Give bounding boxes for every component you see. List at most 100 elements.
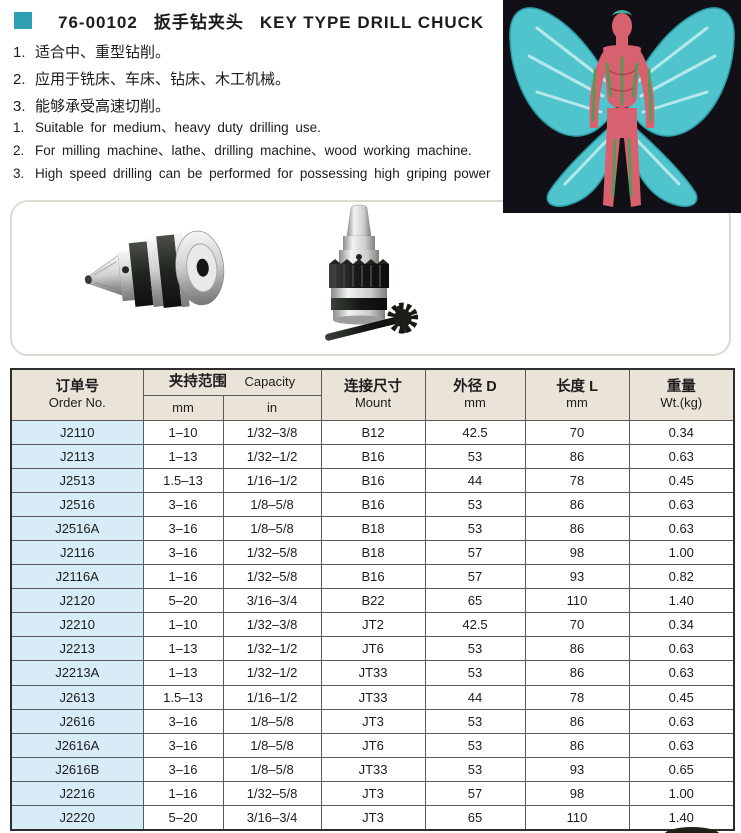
spec-cell: 53 bbox=[424, 660, 526, 686]
page-title: 76-00102 扳手钻夹头 KEY TYPE DRILL CHUCK bbox=[14, 8, 500, 33]
order-no-cell: J2120 bbox=[10, 588, 144, 614]
spec-cell: 86 bbox=[524, 708, 630, 734]
col-weight-zh: 重量 bbox=[666, 379, 696, 396]
table-row: J2516A 3–16 1/8–5/8 B18 53 86 0.63 bbox=[10, 515, 735, 541]
spec-cell: 1/32–1/2 bbox=[222, 443, 322, 469]
spec-cell: 86 bbox=[524, 636, 630, 662]
table-row: J2113 1–13 1/32–1/2 B16 53 86 0.63 bbox=[10, 443, 735, 469]
order-no-cell: J2613 bbox=[10, 684, 144, 710]
spec-cell: 44 bbox=[424, 684, 526, 710]
spec-cell: 3–16 bbox=[142, 491, 224, 517]
spec-cell: 93 bbox=[524, 756, 630, 782]
spec-cell: 0.63 bbox=[628, 708, 735, 734]
feature-text: 适合中、重型钻削。 bbox=[35, 44, 171, 61]
spec-cell: 1/32–5/8 bbox=[222, 539, 322, 566]
order-no-cell: J2516 bbox=[10, 491, 144, 517]
col-capacity-mm: mm bbox=[142, 394, 224, 421]
col-outer-diameter: 外径 D mm bbox=[424, 368, 526, 421]
spec-cell: 5–20 bbox=[142, 588, 224, 614]
spec-cell: 98 bbox=[524, 780, 630, 807]
spec-cell: 1/8–5/8 bbox=[222, 515, 322, 541]
order-no-cell: J2110 bbox=[10, 419, 144, 445]
spec-cell: 1/32–5/8 bbox=[222, 564, 322, 590]
table-row: J2210 1–10 1/32–3/8 JT2 42.5 70 0.34 bbox=[10, 612, 735, 638]
spec-cell: 44 bbox=[424, 467, 526, 493]
spec-cell: 0.82 bbox=[628, 564, 735, 590]
spec-cell: 53 bbox=[424, 636, 526, 662]
spec-cell: 42.5 bbox=[424, 612, 526, 638]
feature-num: 1. bbox=[13, 44, 26, 61]
spec-cell: 1/32–1/2 bbox=[222, 636, 322, 662]
spec-cell: 86 bbox=[524, 491, 630, 517]
feature-num: 2. bbox=[13, 143, 25, 158]
col-length: 长度 L mm bbox=[524, 368, 630, 421]
spec-cell: JT3 bbox=[320, 708, 426, 734]
col-od-en: mm bbox=[464, 395, 486, 411]
order-no-cell: J2220 bbox=[10, 805, 144, 831]
spec-cell: 0.63 bbox=[628, 660, 735, 686]
butterfly-figure-photo bbox=[503, 0, 741, 213]
feature-num: 1. bbox=[13, 120, 25, 135]
spec-cell: 1/16–1/2 bbox=[222, 684, 322, 710]
spec-cell: 1/8–5/8 bbox=[222, 708, 322, 734]
table-row: J2116 3–16 1/32–5/8 B18 57 98 1.00 bbox=[10, 539, 735, 566]
order-no-cell: J2216 bbox=[10, 780, 144, 807]
spec-cell: 0.63 bbox=[628, 491, 735, 517]
col-mount: 连接尺寸 Mount bbox=[320, 368, 426, 421]
spec-cell: 1/32–3/8 bbox=[222, 612, 322, 638]
table-row: J2220 5–20 3/16–3/4 JT3 65 110 1.40 bbox=[10, 805, 735, 831]
table-row: J2120 5–20 3/16–3/4 B22 65 110 1.40 bbox=[10, 588, 735, 614]
spec-cell: 1–13 bbox=[142, 443, 224, 469]
spec-cell: 1/32–3/8 bbox=[222, 419, 322, 445]
feature-text: High speed drilling can be performed for… bbox=[35, 166, 491, 181]
spec-cell: 1/8–5/8 bbox=[222, 491, 322, 517]
spec-table-body: J2110 1–10 1/32–3/8 B12 42.5 70 0.34 J2113 1–13 1… bbox=[10, 419, 735, 831]
order-no-cell: J2616A bbox=[10, 732, 144, 758]
spec-cell: 86 bbox=[524, 732, 630, 758]
spec-cell: JT33 bbox=[320, 684, 426, 710]
spec-cell: 1.5–13 bbox=[142, 684, 224, 710]
spec-cell: 1.00 bbox=[628, 539, 735, 566]
spec-cell: 1/32–5/8 bbox=[222, 780, 322, 807]
col-mount-en: Mount bbox=[354, 395, 392, 411]
spec-cell: 1/16–1/2 bbox=[222, 467, 322, 493]
table-row: J2116A 1–16 1/32–5/8 B16 57 93 0.82 bbox=[10, 564, 735, 590]
order-no-cell: J2213A bbox=[10, 660, 144, 686]
features-en: 1. Suitable for medium、heavy duty drillin… bbox=[13, 116, 491, 185]
spec-cell: 42.5 bbox=[424, 419, 526, 445]
page-number-badge bbox=[664, 827, 720, 833]
drill-chuck-side-image bbox=[84, 230, 225, 308]
spec-cell: B16 bbox=[320, 443, 426, 469]
order-no-cell: J2210 bbox=[10, 612, 144, 638]
spec-cell: JT33 bbox=[320, 660, 426, 686]
spec-cell: 3/16–3/4 bbox=[222, 805, 322, 831]
col-capacity: 夹持范围 Capacity bbox=[142, 368, 322, 396]
feature-text: 应用于铣床、车床、钻床、木工机械。 bbox=[35, 71, 291, 88]
table-row: J2613 1.5–13 1/16–1/2 JT33 44 78 0.45 bbox=[10, 684, 735, 710]
feature-num: 2. bbox=[13, 71, 26, 88]
feature-item: 3. 能够承受高速切削。 bbox=[13, 93, 290, 120]
table-row: J2213A 1–13 1/32–1/2 JT33 53 86 0.63 bbox=[10, 660, 735, 686]
bullet-square-icon bbox=[14, 12, 32, 29]
spec-cell: 5–20 bbox=[142, 805, 224, 831]
spec-cell: 3/16–3/4 bbox=[222, 588, 322, 614]
spec-cell: 3–16 bbox=[142, 515, 224, 541]
col-capacity-en: Capacity bbox=[244, 374, 296, 390]
spec-table: 订单号 Order No. 夹持范围 Capacity 连接尺寸 Mount 外… bbox=[10, 368, 736, 832]
table-row: J2513 1.5–13 1/16–1/2 B16 44 78 0.45 bbox=[10, 467, 735, 493]
col-length-zh: 长度 L bbox=[556, 379, 598, 396]
table-row: J2216 1–16 1/32–5/8 JT3 57 98 1.00 bbox=[10, 780, 735, 807]
spec-cell: 53 bbox=[424, 756, 526, 782]
spec-cell: B16 bbox=[320, 491, 426, 517]
spec-cell: 1/32–1/2 bbox=[222, 660, 322, 686]
col-order-en: Order No. bbox=[48, 395, 106, 411]
table-row: J2616B 3–16 1/8–5/8 JT33 53 93 0.65 bbox=[10, 756, 735, 782]
spec-cell: B12 bbox=[320, 419, 426, 445]
feature-num: 3. bbox=[13, 166, 25, 181]
feature-item: 2. For milling machine、lathe、drilling mac… bbox=[13, 139, 491, 162]
spec-cell: 0.63 bbox=[628, 732, 735, 758]
col-order-zh: 订单号 bbox=[55, 379, 100, 396]
table-row: J2616A 3–16 1/8–5/8 JT6 53 86 0.63 bbox=[10, 732, 735, 758]
col-capacity-in: in bbox=[222, 394, 322, 421]
spec-cell: 53 bbox=[424, 732, 526, 758]
